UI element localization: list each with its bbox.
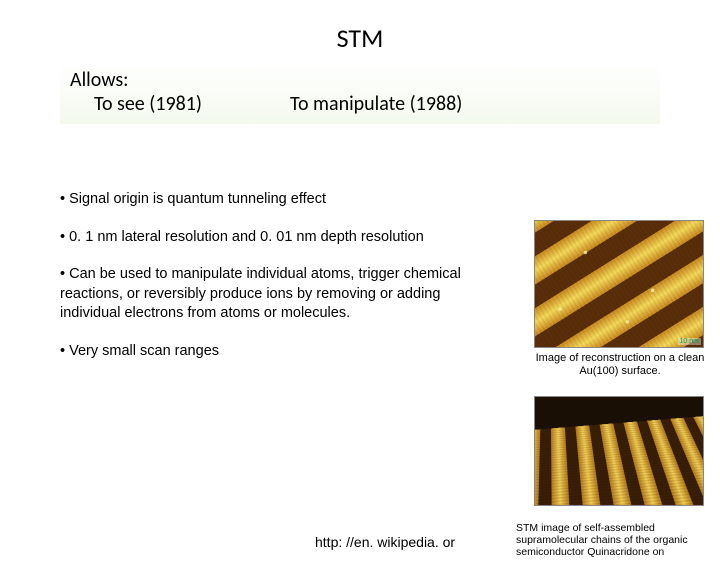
figure-1: 10 nm Image of reconstruction on a clean…: [534, 220, 706, 378]
allows-label: Allows:: [70, 68, 650, 92]
figure-2: [534, 396, 706, 506]
allows-manipulate: To manipulate (1988): [290, 92, 462, 116]
allows-box: Allows: To see (1981) To manipulate (198…: [60, 62, 660, 124]
source-link: http: //en. wikipedia. or: [315, 534, 455, 550]
stm-image-surface: [534, 415, 704, 506]
bullet-item: • 0. 1 nm lateral resolution and 0. 01 n…: [60, 228, 500, 248]
bullet-list: • Signal origin is quantum tunneling eff…: [60, 190, 500, 379]
slide-title: STM: [0, 22, 720, 54]
figure-1-caption: Image of reconstruction on a clean Au(10…: [534, 352, 706, 378]
allows-row: To see (1981) To manipulate (1988): [70, 92, 650, 116]
scale-bar: 10 nm: [678, 338, 701, 345]
bullet-item: • Very small scan ranges: [60, 342, 500, 362]
stm-image-quinacridone: [534, 396, 704, 506]
bullet-item: • Signal origin is quantum tunneling eff…: [60, 190, 500, 210]
stm-image-au100: 10 nm: [534, 220, 704, 348]
bullet-item: • Can be used to manipulate individual a…: [60, 265, 500, 324]
allows-see: To see (1981): [94, 92, 202, 116]
